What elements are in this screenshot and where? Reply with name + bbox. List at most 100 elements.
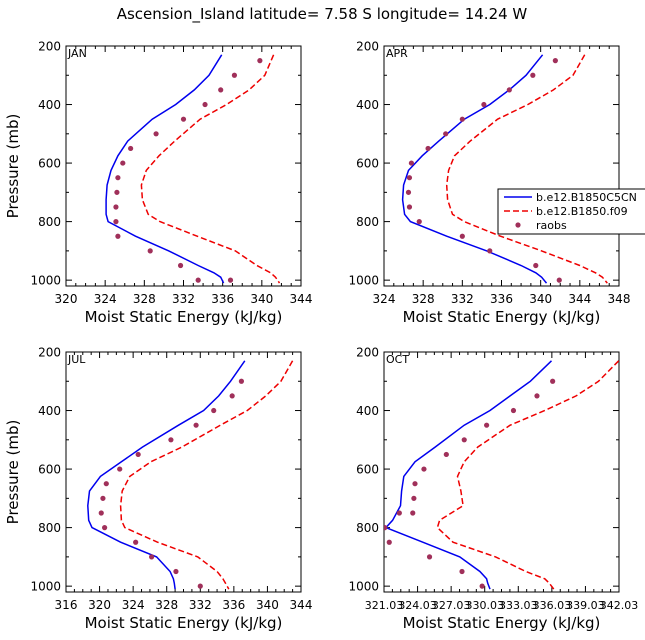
raobs-marker <box>396 510 402 516</box>
series-line-f09 <box>436 360 619 590</box>
raobs-marker <box>405 189 412 195</box>
x-tick-label: 344 <box>290 292 313 306</box>
x-tick-label: 336.03 <box>533 599 572 612</box>
x-tick-label: 340 <box>250 292 273 306</box>
raobs-marker <box>173 568 179 575</box>
raobs-marker <box>147 248 153 254</box>
raobs-marker <box>459 568 465 575</box>
y-tick-label: 600 <box>356 463 379 477</box>
raobs-marker <box>238 378 245 384</box>
raobs-marker <box>406 204 413 210</box>
x-tick-label: 330.03 <box>465 599 504 612</box>
y-tick-label: 400 <box>38 98 61 112</box>
x-tick-label: 332 <box>451 292 474 306</box>
panel-data <box>401 54 608 284</box>
raobs-marker <box>135 451 141 458</box>
raobs-marker <box>202 101 208 108</box>
y-tick-label: 200 <box>38 346 61 360</box>
y-tick-label: 600 <box>38 157 61 171</box>
raobs-marker <box>411 495 417 501</box>
x-tick-label: 324 <box>122 598 145 612</box>
raobs-marker <box>177 262 184 269</box>
raobs-marker <box>128 145 134 152</box>
raobs-marker <box>425 145 431 152</box>
legend-entry: raobs <box>536 219 567 232</box>
raobs-marker <box>461 437 467 443</box>
x-tick-label: 324 <box>373 292 396 306</box>
raobs-marker <box>103 481 109 487</box>
raobs-marker <box>180 116 187 122</box>
x-tick-label: 320 <box>88 598 111 612</box>
series-line-f09 <box>119 360 294 590</box>
panel-data <box>105 54 281 284</box>
x-tick-label: 344 <box>290 598 313 612</box>
panel-oct: OCT 200 400 600 800 1000 321.03324.03327.03330… <box>348 346 638 633</box>
raobs-marker <box>506 87 512 93</box>
raobs-marker <box>115 233 121 239</box>
raobs-marker <box>412 481 418 487</box>
x-tick-label: 332 <box>172 292 195 306</box>
raobs-marker <box>484 422 490 428</box>
panel-label: APR <box>386 47 408 60</box>
x-tick-label: 336 <box>222 598 245 612</box>
raobs-marker <box>98 510 104 516</box>
x-tick-label: 344 <box>568 292 591 306</box>
raobs-marker <box>534 393 540 399</box>
series-line-f09 <box>140 54 281 284</box>
raobs-marker <box>227 277 234 283</box>
x-tick-label: 342.03 <box>600 599 639 612</box>
x-tick-label: 328 <box>412 292 435 306</box>
x-tick-label: 333.03 <box>499 599 538 612</box>
panels: JAN 200 400 600 800 1000 320 324 328 332 336 340 344… <box>4 40 638 633</box>
y-tick-label: 600 <box>356 157 379 171</box>
raobs-marker <box>100 495 106 501</box>
series-line-c5cn <box>384 360 553 590</box>
y-tick-label: 400 <box>356 404 379 418</box>
raobs-marker <box>133 539 139 545</box>
x-tick-label: 336 <box>211 292 234 306</box>
raobs-marker <box>443 451 449 458</box>
y-tick-label: 1000 <box>348 274 379 288</box>
raobs-marker <box>416 219 422 225</box>
x-axis-label: Moist Static Energy (kJ/kg) <box>403 308 601 326</box>
raobs-marker <box>117 466 123 472</box>
x-tick-label: 340 <box>256 598 279 612</box>
raobs-marker <box>443 131 449 137</box>
y-tick-label: 800 <box>356 215 379 229</box>
figure-title: Ascension_Island latitude= 7.58 S longit… <box>117 5 528 24</box>
panel-label: JUL <box>67 353 86 366</box>
raobs-marker <box>113 204 119 210</box>
panel-data <box>87 360 294 590</box>
panel-jan: JAN 200 400 600 800 1000 320 324 328 332 336 340 344… <box>4 40 312 327</box>
y-tick-label: 1000 <box>348 580 379 594</box>
y-tick-label: 1000 <box>30 274 61 288</box>
y-axis-label: Pressure (mb) <box>4 114 22 219</box>
y-tick-label: 200 <box>38 40 61 54</box>
series-line-c5cn <box>401 54 548 284</box>
plot-frame <box>383 45 620 287</box>
raobs-marker <box>556 277 562 283</box>
series-line-c5cn <box>87 360 246 590</box>
raobs-marker <box>459 116 465 122</box>
y-tick-label: 800 <box>38 521 61 535</box>
x-tick-label: 328 <box>133 292 156 306</box>
x-tick-label: 324 <box>94 292 117 306</box>
panel-label: JAN <box>67 47 87 60</box>
series-line-f09 <box>445 54 608 284</box>
raobs-marker <box>421 466 427 472</box>
legend-entry: b.e12.B1850.f09 <box>536 205 628 218</box>
panel-label: OCT <box>386 353 409 366</box>
raobs-marker <box>550 378 556 384</box>
x-tick-label: 321.03 <box>365 599 404 612</box>
y-axis-label: Pressure (mb) <box>4 420 22 525</box>
raobs-marker <box>168 437 174 443</box>
raobs-marker <box>120 160 126 166</box>
y-tick-label: 200 <box>356 40 379 54</box>
x-tick-label: 327.03 <box>432 599 471 612</box>
y-tick-label: 400 <box>356 98 379 112</box>
y-tick-label: 800 <box>38 215 61 229</box>
panel-apr: APR 200 400 600 800 1000 324 328 332 336 340 344 348… <box>348 40 630 327</box>
